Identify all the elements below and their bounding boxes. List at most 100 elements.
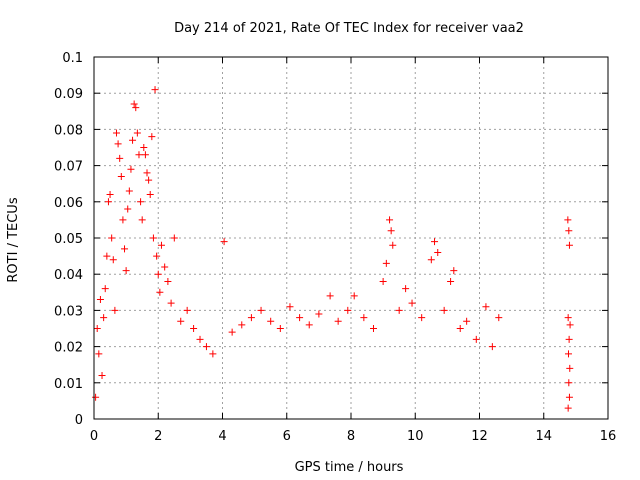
data-point [482, 303, 490, 311]
data-point [344, 306, 352, 314]
data-point [148, 133, 156, 141]
data-point [103, 252, 111, 260]
data-point [96, 296, 104, 304]
data-point [305, 321, 313, 329]
data-point [267, 317, 275, 325]
data-point [93, 325, 101, 332]
data-point [137, 198, 145, 206]
data-point [369, 325, 377, 332]
data-point [114, 140, 122, 148]
data-point [135, 151, 143, 159]
data-point [402, 285, 410, 293]
x-axis-label: GPS time / hours [295, 460, 404, 475]
data-point [100, 314, 108, 322]
data-point [472, 335, 480, 343]
data-points [92, 86, 574, 412]
grid-lines [94, 57, 608, 419]
data-point [104, 198, 112, 206]
data-point [334, 317, 342, 325]
data-point [565, 379, 573, 387]
data-point [177, 317, 185, 325]
data-point [138, 216, 146, 224]
data-point [98, 372, 106, 380]
data-point [95, 350, 103, 358]
y-tick-label: 0.02 [54, 341, 83, 356]
data-point [157, 241, 165, 249]
data-point [565, 227, 573, 235]
data-point [167, 299, 175, 307]
data-point [111, 306, 119, 314]
data-point [190, 325, 198, 332]
data-point [296, 314, 304, 322]
data-point [488, 343, 496, 351]
data-point [566, 364, 574, 372]
data-point [427, 256, 435, 264]
data-point [418, 314, 426, 322]
data-point [132, 104, 140, 112]
data-point [456, 325, 464, 332]
data-point [440, 306, 448, 314]
y-tick-label: 0.04 [54, 268, 83, 283]
data-point [129, 136, 137, 144]
data-point [315, 310, 323, 318]
axis-ticks: 0 2 4 6 8 10 12 14 16 0 0.01 0.02 0.03 0.04 0.05 0.06 0.… [54, 51, 616, 444]
data-point [495, 314, 503, 322]
data-point [140, 144, 148, 151]
data-point [154, 270, 162, 278]
data-point [170, 234, 178, 242]
x-tick-label: 4 [218, 429, 226, 444]
data-point [119, 216, 127, 224]
data-point [228, 328, 236, 336]
data-point [360, 314, 368, 322]
x-tick-label: 10 [407, 429, 424, 444]
data-point [565, 241, 573, 249]
data-point [382, 259, 390, 267]
data-point [431, 238, 439, 246]
y-tick-label: 0.03 [54, 304, 83, 319]
data-point [202, 343, 210, 351]
y-tick-label: 0.06 [54, 196, 83, 211]
data-point [276, 325, 284, 332]
data-point [117, 172, 125, 180]
x-tick-label: 14 [535, 429, 552, 444]
data-point [196, 335, 204, 343]
y-tick-label: 0 [75, 413, 83, 428]
x-tick-label: 8 [347, 429, 355, 444]
data-point [286, 303, 294, 311]
data-point [350, 292, 358, 300]
data-point [141, 151, 149, 159]
data-point [146, 191, 154, 199]
y-tick-label: 0.01 [54, 377, 83, 392]
data-point [389, 241, 397, 249]
x-tick-label: 12 [471, 429, 488, 444]
data-point [109, 256, 117, 264]
chart-title: Day 214 of 2021, Rate Of TEC Index for r… [174, 21, 524, 36]
data-point [564, 314, 572, 322]
y-axis-label: ROTI / TECUs [6, 197, 21, 282]
data-point [125, 187, 133, 195]
data-point [387, 227, 395, 235]
y-tick-label: 0.09 [54, 87, 83, 102]
data-point [386, 216, 394, 224]
data-point [145, 176, 153, 184]
data-point [450, 267, 458, 275]
data-point [209, 350, 217, 358]
data-point [161, 263, 169, 271]
y-tick-label: 0.07 [54, 160, 83, 175]
data-point [151, 86, 159, 94]
data-point [183, 306, 191, 314]
data-point [106, 191, 114, 199]
data-point [565, 335, 573, 343]
x-tick-label: 2 [154, 429, 162, 444]
data-point [122, 267, 130, 275]
data-point [434, 248, 442, 256]
x-tick-label: 0 [90, 429, 98, 444]
data-point [92, 393, 100, 401]
data-point [564, 404, 572, 412]
data-point [220, 238, 228, 246]
x-tick-label: 6 [283, 429, 291, 444]
data-point [108, 234, 116, 242]
data-point [143, 169, 151, 177]
data-point [326, 292, 334, 300]
data-point [395, 306, 403, 314]
